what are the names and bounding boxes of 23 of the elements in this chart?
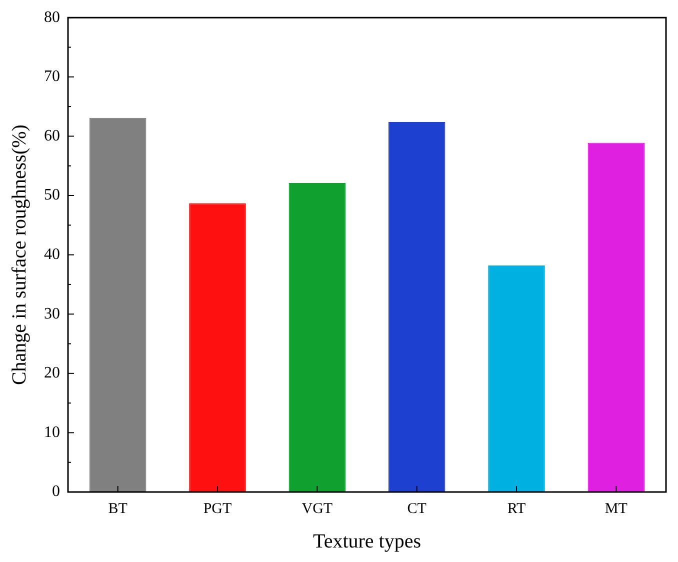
x-tick-label: MT — [604, 500, 628, 517]
y-tick-label: 50 — [44, 186, 60, 204]
y-tick-label: 60 — [44, 127, 60, 144]
x-tick-label: CT — [407, 500, 426, 517]
x-tick-label: VGT — [302, 500, 333, 517]
x-axis-title: Texture types — [312, 530, 422, 552]
bar — [588, 142, 645, 492]
y-axis-title: Change in surface roughness(%) — [8, 124, 30, 386]
y-tick-label: 0 — [52, 483, 60, 500]
bar — [488, 265, 545, 492]
bar — [189, 203, 246, 492]
y-tick-label: 70 — [44, 68, 60, 86]
bar — [288, 183, 346, 492]
y-tick-label: 80 — [44, 8, 60, 26]
x-tick-label: PGT — [203, 500, 232, 517]
bar — [89, 118, 146, 492]
y-tick-label: 30 — [44, 305, 60, 322]
y-tick-label: 40 — [44, 246, 60, 264]
x-tick-label: RT — [507, 500, 526, 517]
bar — [388, 122, 446, 492]
x-tick-label: BT — [108, 500, 128, 517]
y-tick-label: 20 — [44, 364, 60, 382]
y-tick-label: 10 — [44, 424, 60, 441]
